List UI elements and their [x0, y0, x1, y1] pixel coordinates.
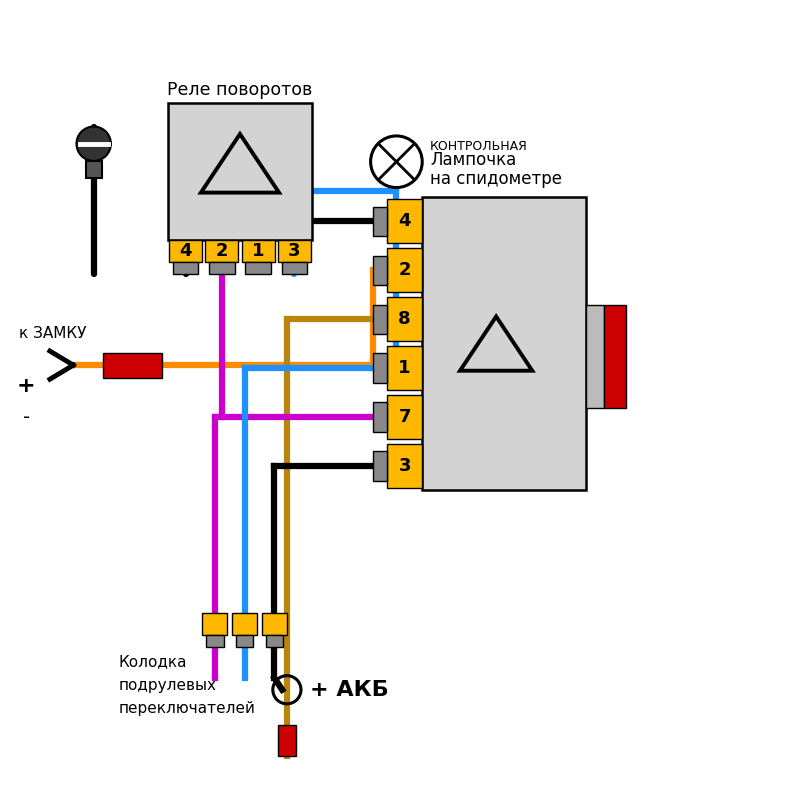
- Text: + АКБ: + АКБ: [310, 680, 389, 699]
- FancyBboxPatch shape: [246, 262, 271, 275]
- FancyBboxPatch shape: [373, 305, 387, 334]
- Text: 1: 1: [398, 359, 411, 377]
- FancyBboxPatch shape: [242, 240, 275, 262]
- FancyBboxPatch shape: [422, 197, 586, 491]
- Text: Реле поворотов: Реле поворотов: [167, 81, 312, 99]
- Text: на спидометре: на спидометре: [430, 170, 562, 188]
- FancyBboxPatch shape: [203, 613, 228, 635]
- FancyBboxPatch shape: [387, 395, 422, 439]
- FancyBboxPatch shape: [236, 635, 254, 647]
- Circle shape: [76, 126, 111, 161]
- Text: 3: 3: [288, 242, 301, 260]
- FancyBboxPatch shape: [387, 199, 422, 243]
- FancyBboxPatch shape: [387, 346, 422, 390]
- Text: подрулевых: подрулевых: [119, 678, 217, 693]
- Text: 2: 2: [216, 242, 228, 260]
- Text: -: -: [23, 408, 30, 427]
- FancyBboxPatch shape: [210, 262, 235, 275]
- FancyBboxPatch shape: [278, 725, 296, 756]
- FancyBboxPatch shape: [373, 206, 387, 236]
- FancyBboxPatch shape: [266, 635, 283, 647]
- FancyBboxPatch shape: [170, 240, 203, 262]
- FancyBboxPatch shape: [604, 305, 626, 408]
- FancyBboxPatch shape: [173, 262, 199, 275]
- FancyBboxPatch shape: [206, 635, 224, 647]
- Text: 2106: 2106: [218, 112, 262, 130]
- Text: переключателей: переключателей: [119, 702, 256, 717]
- FancyBboxPatch shape: [373, 402, 387, 432]
- Text: +: +: [17, 376, 36, 396]
- FancyBboxPatch shape: [373, 451, 387, 480]
- FancyBboxPatch shape: [373, 256, 387, 285]
- Text: 2: 2: [398, 261, 411, 279]
- FancyBboxPatch shape: [168, 103, 312, 240]
- FancyBboxPatch shape: [387, 297, 422, 341]
- Text: к ЗАМКУ: к ЗАМКУ: [19, 327, 86, 341]
- Text: 7: 7: [398, 408, 411, 426]
- FancyBboxPatch shape: [387, 444, 422, 488]
- FancyBboxPatch shape: [262, 613, 287, 635]
- Text: Лампочка: Лампочка: [430, 152, 517, 170]
- Text: 4: 4: [398, 213, 411, 230]
- FancyBboxPatch shape: [232, 613, 257, 635]
- FancyBboxPatch shape: [206, 240, 239, 262]
- Text: 4: 4: [180, 242, 192, 260]
- FancyBboxPatch shape: [586, 305, 604, 408]
- FancyBboxPatch shape: [103, 352, 162, 378]
- FancyBboxPatch shape: [387, 248, 422, 292]
- FancyBboxPatch shape: [86, 161, 101, 178]
- Text: Колодка: Колодка: [119, 655, 187, 670]
- FancyBboxPatch shape: [373, 353, 387, 383]
- Text: 8: 8: [398, 310, 411, 328]
- Text: КОНТРОЛЬНАЯ: КОНТРОЛЬНАЯ: [430, 140, 528, 153]
- FancyBboxPatch shape: [282, 262, 307, 275]
- Text: 1: 1: [252, 242, 265, 260]
- Text: 3: 3: [398, 457, 411, 475]
- FancyBboxPatch shape: [278, 240, 311, 262]
